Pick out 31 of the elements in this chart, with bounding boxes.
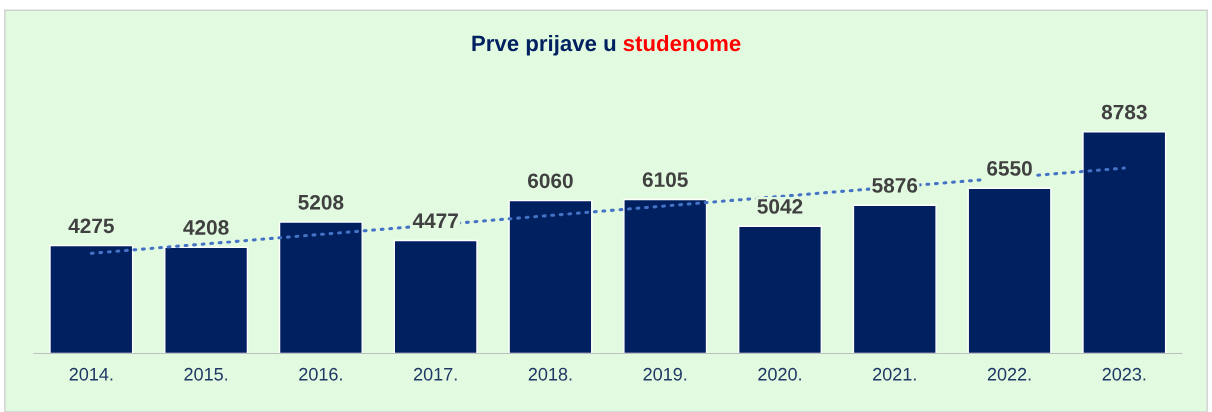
- x-tick-label: 2022.: [987, 367, 1031, 381]
- x-tick-label: 2020.: [758, 367, 801, 381]
- data-label: 4477: [412, 213, 458, 228]
- x-tick-label: 2016.: [299, 367, 342, 381]
- bar: [508, 199, 593, 354]
- bar: [164, 246, 249, 354]
- x-tick-label: 2014.: [69, 367, 113, 381]
- x-tick-label: 2017.: [413, 367, 457, 381]
- bar: [393, 239, 478, 354]
- data-label: 6550: [987, 161, 1032, 176]
- bar: [737, 225, 822, 354]
- bar: [278, 221, 363, 354]
- data-label: 5876: [872, 178, 918, 193]
- bar: [49, 244, 134, 354]
- data-label: 5208: [298, 194, 344, 210]
- bar: [1082, 131, 1167, 354]
- bar: [852, 204, 937, 354]
- bar: [967, 187, 1052, 354]
- data-label: 6060: [528, 173, 573, 189]
- chart-title: Prve prijave u studenome: [472, 34, 741, 56]
- data-label: 4208: [183, 220, 229, 235]
- data-label: 4275: [68, 218, 114, 234]
- x-tick-label: 2023.: [1102, 367, 1146, 381]
- x-tick-label: 2015.: [184, 367, 228, 381]
- bar: [623, 198, 708, 354]
- data-label: 6105: [642, 172, 688, 188]
- x-tick-label: 2021.: [873, 367, 916, 381]
- x-tick-label: 2019.: [643, 367, 687, 381]
- x-tick-label: 2018.: [528, 367, 572, 381]
- data-label: 5042: [757, 199, 803, 214]
- data-label: 8783: [1101, 104, 1147, 120]
